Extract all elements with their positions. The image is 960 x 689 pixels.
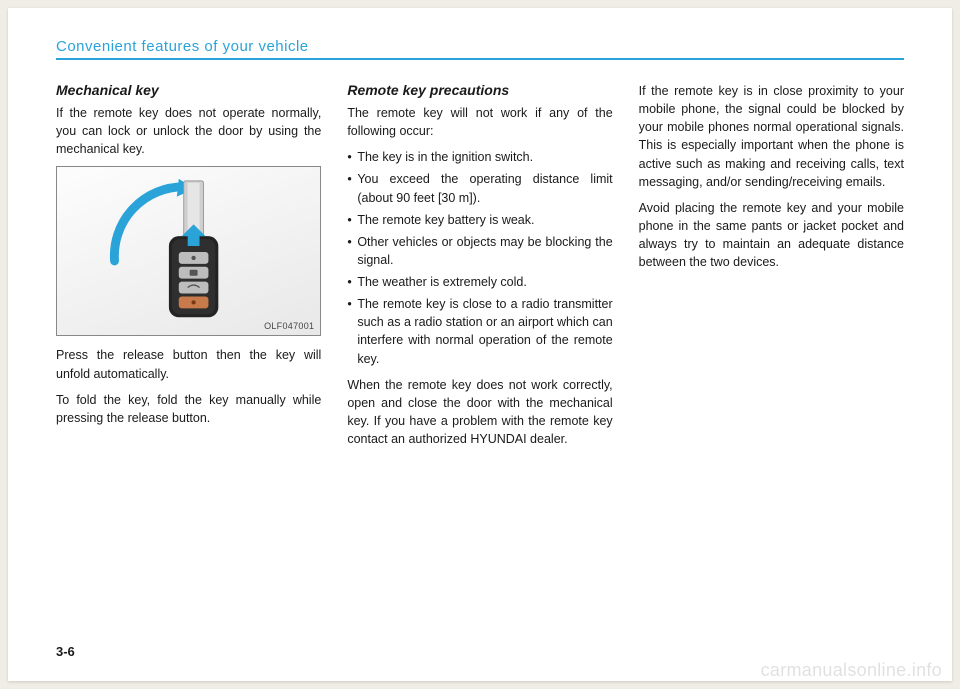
figure-label: OLF047001 xyxy=(264,321,314,331)
column-1: Mechanical key If the remote key does no… xyxy=(56,82,321,448)
col1-p1: If the remote key does not operate norma… xyxy=(56,104,321,158)
list-item: The remote key battery is weak. xyxy=(347,211,612,229)
content-columns: Mechanical key If the remote key does no… xyxy=(56,82,904,448)
col2-title: Remote key precautions xyxy=(347,82,612,98)
col3-p2: Avoid placing the remote key and your mo… xyxy=(639,199,904,272)
page-number: 3-6 xyxy=(56,644,75,659)
manual-page: Convenient features of your vehicle Mech… xyxy=(8,8,952,681)
precautions-list: The key is in the ignition switch. You e… xyxy=(347,148,612,367)
key-fob-illustration xyxy=(57,167,320,335)
list-item: The key is in the ignition switch. xyxy=(347,148,612,166)
section-heading: Convenient features of your vehicle xyxy=(56,38,904,55)
col1-title: Mechanical key xyxy=(56,82,321,98)
column-3: If the remote key is in close proximity … xyxy=(639,82,904,448)
list-item: The weather is extremely cold. xyxy=(347,273,612,291)
col1-p3: To fold the key, fold the key manually w… xyxy=(56,391,321,427)
col2-intro: The remote key will not work if any of t… xyxy=(347,104,612,140)
list-item: You exceed the operating distance limit … xyxy=(347,170,612,206)
page-header: Convenient features of your vehicle xyxy=(56,38,904,60)
col1-p2: Press the release button then the key wi… xyxy=(56,346,321,382)
key-figure: OLF047001 xyxy=(56,166,321,336)
col2-p-after: When the remote key does not work correc… xyxy=(347,376,612,449)
list-item: Other vehicles or objects may be blockin… xyxy=(347,233,612,269)
column-2: Remote key precautions The remote key wi… xyxy=(347,82,612,448)
col3-p1: If the remote key is in close proximity … xyxy=(639,82,904,191)
list-item: The remote key is close to a radio trans… xyxy=(347,295,612,368)
watermark: carmanualsonline.info xyxy=(761,660,942,681)
